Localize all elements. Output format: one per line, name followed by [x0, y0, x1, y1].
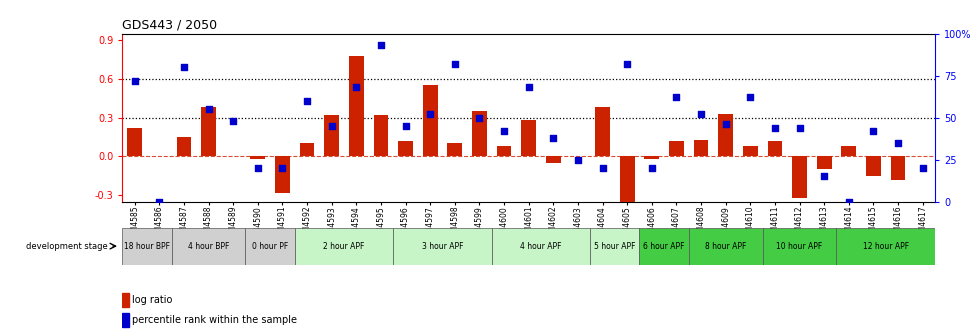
- Point: [397, 123, 413, 129]
- Point: [767, 125, 782, 130]
- Point: [225, 118, 241, 124]
- Point: [717, 122, 733, 127]
- Bar: [718, 114, 733, 156]
- Point: [447, 61, 463, 67]
- Point: [913, 165, 929, 171]
- Text: log ratio: log ratio: [132, 295, 172, 305]
- Bar: [816, 156, 830, 169]
- Point: [200, 107, 216, 112]
- Bar: [122, 293, 129, 307]
- Bar: [374, 115, 388, 156]
- Point: [127, 78, 143, 83]
- Bar: [668, 141, 683, 156]
- Bar: [546, 156, 560, 163]
- Bar: [639, 227, 688, 265]
- Point: [692, 112, 708, 117]
- Point: [644, 165, 659, 171]
- Bar: [324, 115, 338, 156]
- Point: [865, 128, 880, 134]
- Point: [594, 165, 609, 171]
- Text: 10 hour APF: 10 hour APF: [776, 242, 822, 251]
- Bar: [294, 227, 393, 265]
- Text: 6 hour APF: 6 hour APF: [643, 242, 685, 251]
- Bar: [890, 156, 905, 180]
- Bar: [122, 313, 129, 327]
- Point: [668, 95, 684, 100]
- Point: [152, 199, 167, 204]
- Point: [545, 135, 560, 140]
- Point: [791, 125, 807, 130]
- Point: [373, 43, 388, 48]
- Bar: [245, 227, 294, 265]
- Bar: [393, 227, 491, 265]
- Bar: [122, 227, 171, 265]
- Bar: [299, 143, 314, 156]
- Point: [840, 199, 856, 204]
- Point: [496, 128, 511, 134]
- Bar: [590, 227, 639, 265]
- Point: [816, 174, 831, 179]
- Point: [176, 65, 192, 70]
- Bar: [275, 156, 289, 193]
- Bar: [742, 146, 757, 156]
- Bar: [127, 128, 142, 156]
- Bar: [835, 227, 934, 265]
- Bar: [200, 107, 216, 156]
- Point: [889, 140, 905, 145]
- Text: 12 hour APF: 12 hour APF: [862, 242, 908, 251]
- Bar: [471, 111, 486, 156]
- Text: 0 hour PF: 0 hour PF: [251, 242, 288, 251]
- Bar: [447, 143, 462, 156]
- Bar: [791, 156, 806, 198]
- Text: 2 hour APF: 2 hour APF: [323, 242, 364, 251]
- Text: 4 hour APF: 4 hour APF: [519, 242, 561, 251]
- Text: 18 hour BPF: 18 hour BPF: [124, 242, 170, 251]
- Bar: [491, 227, 590, 265]
- Bar: [398, 141, 413, 156]
- Point: [619, 61, 635, 67]
- Bar: [348, 55, 363, 156]
- Point: [299, 98, 315, 103]
- Bar: [866, 156, 880, 176]
- Bar: [496, 146, 511, 156]
- Point: [324, 123, 339, 129]
- Bar: [767, 141, 781, 156]
- Point: [422, 112, 437, 117]
- Point: [569, 157, 585, 162]
- Text: percentile rank within the sample: percentile rank within the sample: [132, 316, 297, 325]
- Point: [741, 95, 757, 100]
- Point: [520, 85, 536, 90]
- Bar: [250, 156, 265, 159]
- Bar: [171, 227, 245, 265]
- Text: GDS443 / 2050: GDS443 / 2050: [122, 18, 217, 31]
- Bar: [619, 156, 634, 211]
- Bar: [422, 85, 437, 156]
- Text: 5 hour APF: 5 hour APF: [594, 242, 635, 251]
- Bar: [762, 227, 835, 265]
- Bar: [693, 139, 708, 156]
- Point: [249, 165, 265, 171]
- Text: development stage: development stage: [26, 242, 109, 251]
- Bar: [520, 120, 536, 156]
- Bar: [595, 107, 609, 156]
- Point: [471, 115, 487, 120]
- Text: 8 hour APF: 8 hour APF: [704, 242, 745, 251]
- Point: [274, 165, 289, 171]
- Bar: [688, 227, 762, 265]
- Text: 4 hour BPF: 4 hour BPF: [188, 242, 229, 251]
- Bar: [176, 137, 191, 156]
- Bar: [644, 156, 658, 159]
- Point: [348, 85, 364, 90]
- Text: 3 hour APF: 3 hour APF: [422, 242, 463, 251]
- Bar: [840, 146, 856, 156]
